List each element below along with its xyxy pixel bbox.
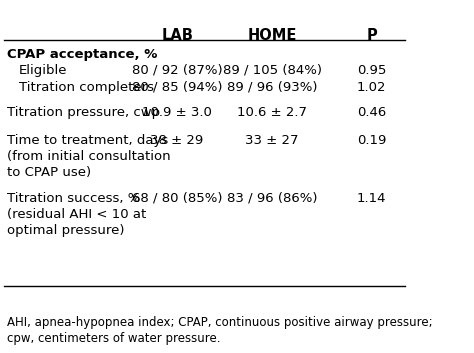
Text: Titration success, %
(residual AHI < 10 at
optimal pressure): Titration success, % (residual AHI < 10 …: [7, 192, 146, 237]
Text: Time to treatment, days
(from initial consultation
to CPAP use): Time to treatment, days (from initial co…: [7, 134, 171, 179]
Text: Titration pressure, cwp: Titration pressure, cwp: [7, 106, 160, 119]
Text: Eligible: Eligible: [19, 64, 67, 77]
Text: 10.9 ± 3.0: 10.9 ± 3.0: [142, 106, 212, 119]
Text: 33 ± 27: 33 ± 27: [246, 134, 299, 147]
Text: 68 / 80 (85%): 68 / 80 (85%): [132, 192, 222, 205]
Text: 0.95: 0.95: [357, 64, 386, 77]
Text: 0.46: 0.46: [357, 106, 386, 119]
Text: HOME: HOME: [247, 28, 297, 43]
Text: 89 / 105 (84%): 89 / 105 (84%): [223, 64, 322, 77]
Text: 80 / 92 (87%): 80 / 92 (87%): [132, 64, 222, 77]
Text: 80 / 85 (94%): 80 / 85 (94%): [132, 80, 222, 94]
Text: P: P: [366, 28, 377, 43]
Text: 83 / 96 (86%): 83 / 96 (86%): [227, 192, 318, 205]
Text: Titration completers: Titration completers: [19, 80, 154, 94]
Text: LAB: LAB: [161, 28, 193, 43]
Text: 10.6 ± 2.7: 10.6 ± 2.7: [237, 106, 307, 119]
Text: CPAP acceptance, %: CPAP acceptance, %: [7, 48, 157, 61]
Text: 1.14: 1.14: [357, 192, 386, 205]
Text: 1.02: 1.02: [357, 80, 386, 94]
Text: AHI, apnea-hypopnea index; CPAP, continuous positive airway pressure;
cpw, centi: AHI, apnea-hypopnea index; CPAP, continu…: [7, 316, 433, 345]
Text: 89 / 96 (93%): 89 / 96 (93%): [227, 80, 318, 94]
Text: 38 ± 29: 38 ± 29: [150, 134, 204, 147]
Text: 0.19: 0.19: [357, 134, 386, 147]
